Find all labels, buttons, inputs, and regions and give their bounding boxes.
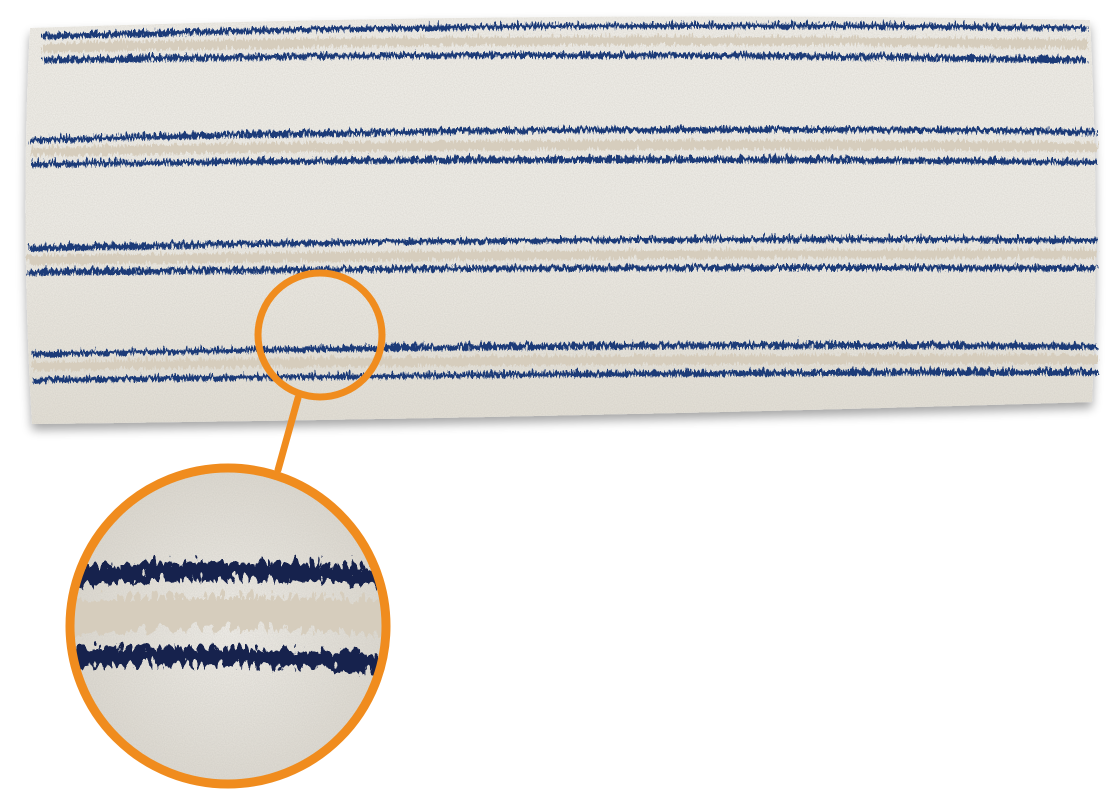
stripe-row-3 bbox=[25, 234, 1096, 273]
small-highlight-ring bbox=[254, 269, 386, 401]
stripe-row-2 bbox=[27, 124, 1096, 165]
mop-pad bbox=[25, 16, 1096, 425]
mop-pad-body bbox=[25, 16, 1096, 425]
stripe-row-1 bbox=[39, 20, 1086, 61]
callout-connector bbox=[274, 394, 302, 474]
magnified-ring bbox=[65, 463, 391, 789]
stripe-row-4 bbox=[29, 340, 1096, 381]
magnified-detail bbox=[65, 463, 391, 789]
